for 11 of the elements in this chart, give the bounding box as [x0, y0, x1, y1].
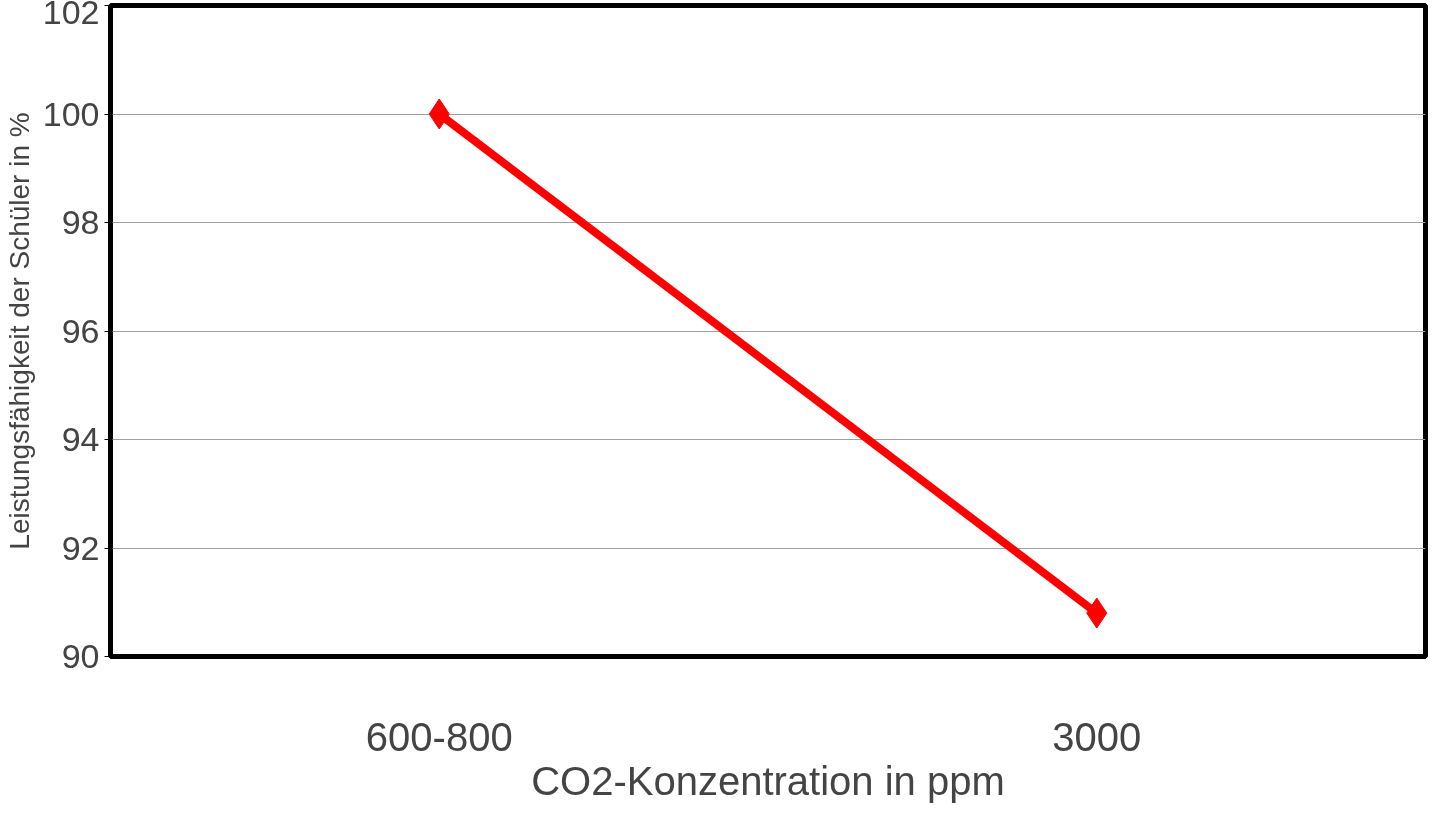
y-tick-label: 92: [61, 528, 100, 567]
y-axis-title: Leistungsfähigkeit der Schüler in %: [3, 112, 35, 550]
y-tick-label: 90: [61, 637, 100, 675]
x-tick-label: 600-800: [365, 714, 513, 759]
y-tick-label: 102: [42, 0, 100, 31]
y-tick-label: 96: [61, 311, 100, 350]
x-axis-title: CO2-Konzentration in ppm: [531, 758, 1005, 803]
y-tick-label: 98: [61, 203, 100, 241]
y-tick-label: 100: [42, 94, 100, 133]
x-tick-label: 3000: [1052, 714, 1142, 759]
y-tick-label: 94: [61, 420, 100, 458]
